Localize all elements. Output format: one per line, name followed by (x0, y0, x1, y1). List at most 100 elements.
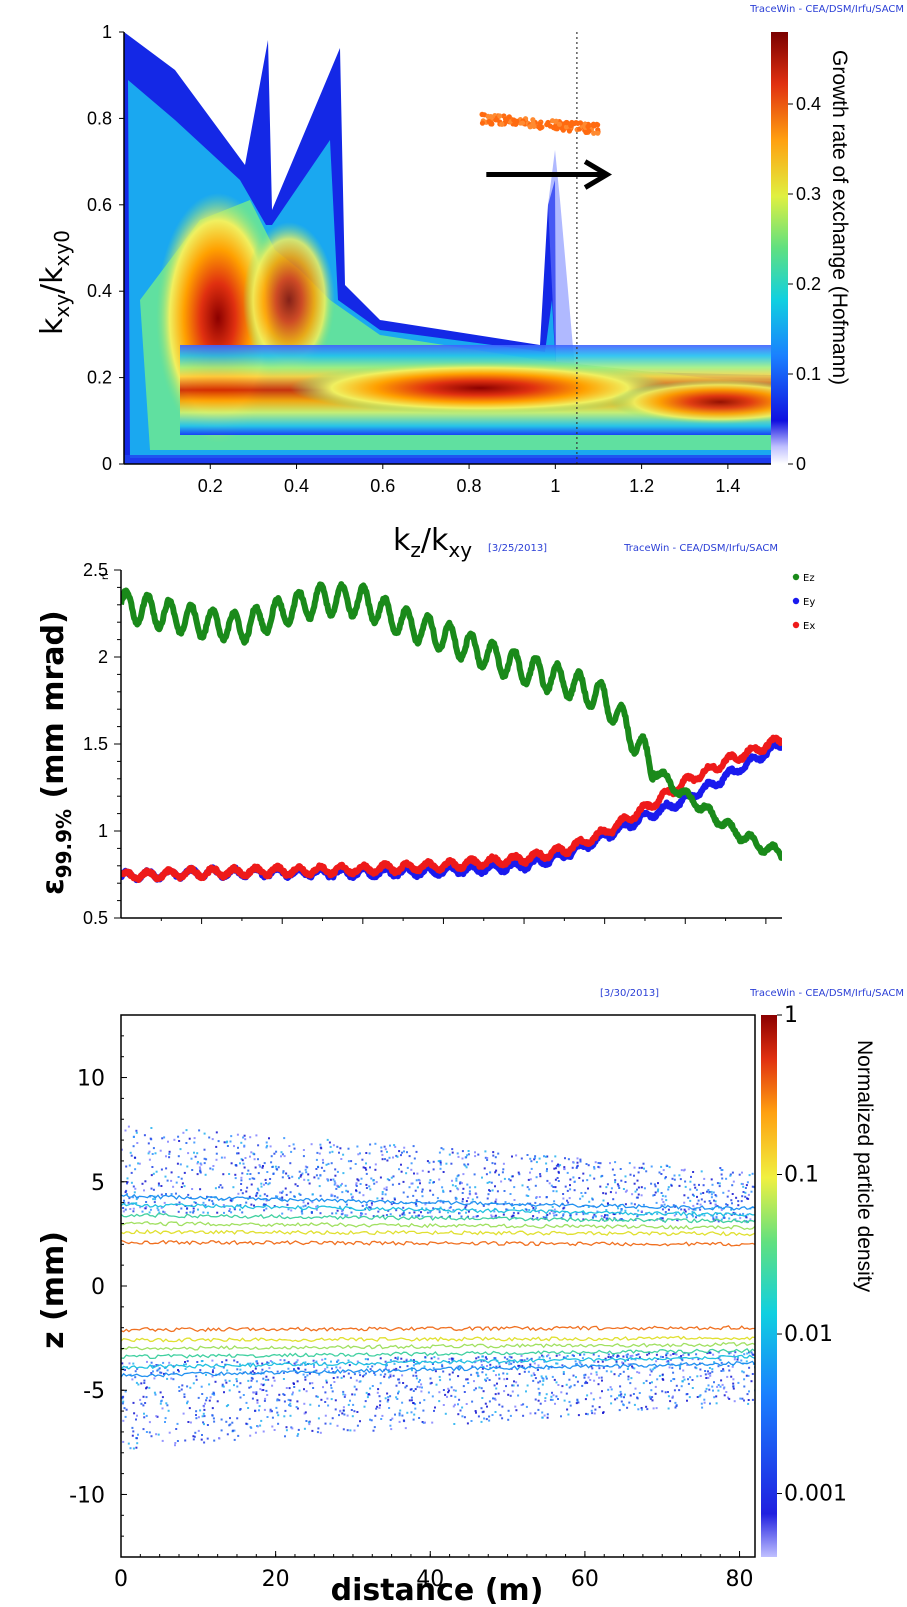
particle-point (416, 1362, 419, 1365)
particle-point (572, 1176, 575, 1179)
orange-point (486, 119, 492, 125)
particle-point (218, 1373, 221, 1376)
particle-point (178, 1390, 181, 1392)
particle-point (355, 1388, 358, 1391)
particle-point (530, 1167, 533, 1170)
particle-point (440, 1147, 443, 1150)
particle-point (560, 1391, 563, 1394)
particle-point (368, 1185, 371, 1188)
particle-point (722, 1215, 725, 1218)
particle-point (330, 1360, 332, 1363)
particle-point (211, 1407, 214, 1410)
particle-point (548, 1357, 551, 1360)
particle-point (384, 1193, 387, 1196)
y-tick-label: 0 (91, 1275, 105, 1300)
particle-point (362, 1194, 365, 1197)
particle-point (575, 1212, 578, 1215)
particle-point (370, 1419, 373, 1422)
particle-point (413, 1157, 416, 1160)
particle-point (318, 1373, 321, 1376)
particle-point (458, 1212, 461, 1215)
particle-point (384, 1397, 387, 1400)
particle-point (432, 1207, 435, 1210)
particle-point (520, 1157, 523, 1160)
particle-point (280, 1151, 283, 1154)
particle-point (450, 1394, 453, 1397)
particle-point (297, 1433, 300, 1436)
particle-point (211, 1414, 214, 1417)
particle-point (590, 1392, 593, 1395)
particle-point (416, 1186, 419, 1189)
particle-point (694, 1186, 697, 1189)
particle-point (287, 1208, 290, 1211)
particle-point (278, 1393, 281, 1396)
particle-point (374, 1414, 377, 1417)
particle-point (215, 1145, 218, 1148)
particle-cloud (121, 1125, 755, 1450)
particle-point (708, 1200, 711, 1202)
particle-point (650, 1389, 653, 1392)
particle-point (263, 1193, 266, 1196)
particle-point (347, 1359, 350, 1362)
particle-point (262, 1165, 264, 1167)
particle-point (455, 1179, 458, 1182)
particle-point (163, 1136, 166, 1139)
particle-point (751, 1185, 754, 1188)
particle-point (353, 1373, 356, 1376)
particle-point (529, 1171, 531, 1174)
particle-point (127, 1201, 130, 1204)
particle-point (493, 1384, 496, 1387)
particle-point (304, 1168, 307, 1171)
particle-point (633, 1403, 636, 1406)
particle-point (695, 1367, 698, 1370)
particle-point (285, 1193, 288, 1196)
particle-point (258, 1164, 261, 1167)
particle-point (687, 1196, 690, 1199)
particle-point (262, 1384, 265, 1387)
particle-point (364, 1400, 367, 1403)
particle-point (537, 1364, 540, 1367)
particle-point (703, 1214, 706, 1217)
x-tick-labels: 0.2 0.4 0.6 0.8 1 1.2 1.4 (198, 464, 740, 496)
particle-point (376, 1197, 379, 1200)
particle-point (672, 1378, 675, 1380)
particle-point (141, 1210, 144, 1213)
particle-point (315, 1360, 318, 1363)
particle-point (363, 1405, 366, 1408)
particle-point (562, 1193, 565, 1195)
particle-point (385, 1186, 388, 1189)
particle-point (369, 1143, 372, 1146)
particle-point (563, 1399, 566, 1402)
particle-point (277, 1166, 280, 1169)
particle-point (344, 1393, 347, 1396)
particle-point (301, 1212, 304, 1215)
particle-point (508, 1355, 511, 1358)
particle-point (568, 1378, 571, 1381)
particle-point (401, 1151, 403, 1154)
particle-point (355, 1182, 358, 1185)
particle-point (194, 1431, 197, 1434)
particle-point (393, 1197, 396, 1200)
particle-point (319, 1212, 322, 1215)
particle-point (387, 1371, 390, 1374)
particle-point (339, 1147, 342, 1150)
particle-point (166, 1377, 169, 1380)
particle-point (579, 1158, 582, 1161)
particle-point (459, 1181, 462, 1184)
particle-point (233, 1438, 236, 1441)
particle-point (481, 1367, 484, 1370)
particle-point (669, 1400, 672, 1403)
particle-point (331, 1212, 334, 1215)
particle-point (557, 1180, 560, 1182)
particle-point (197, 1416, 200, 1419)
particle-point (530, 1160, 533, 1163)
particle-point (158, 1367, 161, 1370)
particle-point (649, 1382, 651, 1385)
particle-point (185, 1129, 188, 1132)
particle-point (637, 1209, 640, 1212)
particle-point (691, 1213, 694, 1216)
y-axis-label: ε99.9% (mm mrad) (36, 610, 76, 895)
particle-point (377, 1210, 380, 1213)
particle-point (707, 1370, 709, 1373)
particle-point (313, 1364, 315, 1366)
